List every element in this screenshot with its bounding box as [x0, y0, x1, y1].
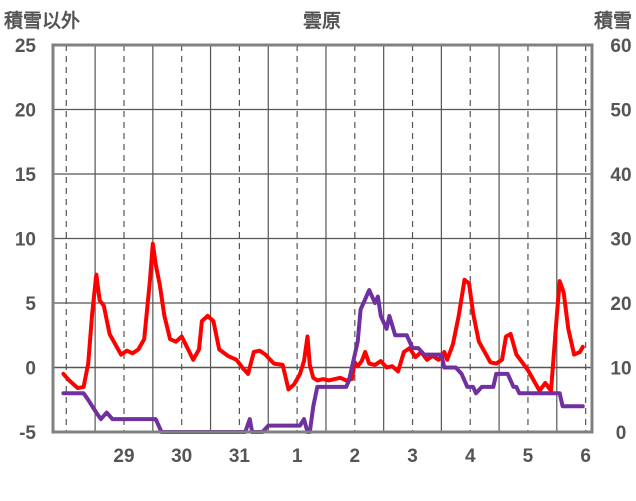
right-tick-label: 0 [616, 423, 627, 444]
x-tick-label: 3 [407, 446, 418, 467]
x-tick-label: 1 [292, 446, 303, 467]
right-tick-label: 10 [610, 359, 631, 380]
right-tick-label: 50 [610, 101, 631, 122]
x-tick-label: 29 [113, 446, 134, 467]
series-line-red [61, 241, 585, 393]
x-tick-label: 4 [465, 446, 476, 467]
left-axis-title: 積雪以外 [4, 9, 80, 32]
left-tick-label: 25 [15, 36, 37, 57]
grid-layer [53, 45, 592, 432]
x-tick-label: 31 [229, 446, 251, 467]
x-tick-label: 2 [350, 446, 361, 467]
plot-frame [51, 43, 594, 434]
right-axis-title: 積雪 [594, 9, 632, 32]
left-tick-label: 0 [25, 359, 36, 380]
left-tick-label: 10 [15, 230, 36, 251]
left-tick-label: 15 [15, 165, 37, 186]
chart-title: 雲原 [303, 10, 341, 32]
series-line-purple [61, 288, 585, 434]
x-tick-label: 5 [523, 446, 534, 467]
right-tick-label: 40 [610, 165, 631, 186]
left-tick-label: 20 [15, 101, 36, 122]
right-tick-label: 20 [610, 294, 631, 315]
x-tick-label: 6 [580, 446, 591, 467]
right-tick-label: 60 [610, 36, 631, 57]
right-tick-label: 30 [610, 230, 631, 251]
left-tick-label: 5 [25, 294, 36, 315]
series-layer [61, 241, 585, 434]
x-tick-label: 30 [171, 446, 192, 467]
left-tick-label: -5 [19, 423, 36, 444]
